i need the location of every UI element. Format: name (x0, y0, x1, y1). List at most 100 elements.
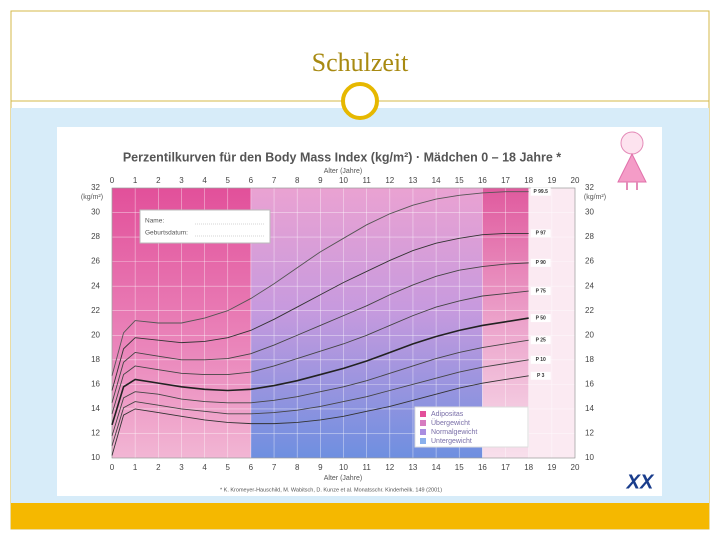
girl-icon (617, 131, 647, 190)
percentile-line (111, 262, 529, 403)
line-label: P 10 (536, 357, 546, 363)
y-tick-label: 24 (91, 281, 100, 290)
line-label: P 50 (536, 315, 546, 321)
x-tick-label: 3 (179, 176, 184, 185)
x-tick-label: 17 (501, 176, 510, 185)
x-tick-label: 5 (226, 176, 231, 185)
chart-title: Perzentilkurven für den Body Mass Index … (123, 150, 561, 164)
percentile-line (111, 191, 529, 376)
x-tick-label: 4 (202, 176, 207, 185)
x-tick-label: 16 (478, 176, 487, 185)
x-axis-label: Alter (Jahre) (324, 475, 363, 482)
logo: XX (626, 471, 655, 493)
line-label: P 3 (537, 373, 545, 379)
x-tick-label: 2 (156, 463, 161, 472)
footnote: * K. Kromeyer-Hauschild, M. Wabitsch, D.… (220, 487, 442, 493)
y-axis-label: (kg/m²) (81, 194, 103, 201)
y-tick-label: 32 (585, 183, 594, 192)
x-tick-label: 20 (571, 463, 580, 472)
x-tick-label: 7 (272, 463, 277, 472)
line-label-box (530, 371, 551, 380)
plot-border (111, 187, 576, 459)
y-tick-label: 14 (585, 404, 594, 413)
x-tick-label: 5 (226, 463, 231, 472)
legend-swatch (420, 429, 426, 435)
form-box (139, 209, 271, 244)
line-label-box (530, 287, 551, 296)
x-tick-label: 12 (385, 463, 394, 472)
y-tick-label: 30 (585, 208, 594, 217)
x-tick-label: 13 (408, 176, 417, 185)
x-tick-label: 4 (202, 463, 207, 472)
y-tick-label: 22 (91, 306, 100, 315)
y-tick-label: 22 (585, 306, 594, 315)
x-tick-label: 19 (547, 176, 556, 185)
y-tick-label: 26 (585, 257, 594, 266)
x-tick-label: 10 (339, 463, 348, 472)
legend-label: Übergewicht (431, 419, 470, 427)
y-tick-label: 32 (91, 183, 100, 192)
y-tick-label: 28 (91, 232, 100, 241)
legend-box (414, 406, 529, 448)
percentile-line (111, 359, 529, 446)
y-tick-label: 26 (91, 257, 100, 266)
x-tick-label: 10 (339, 176, 348, 185)
x-tick-label: 20 (571, 176, 580, 185)
divider-ring (341, 82, 379, 120)
x-tick-label: 13 (408, 463, 417, 472)
percentile-line (111, 290, 529, 414)
form-field: Name: (145, 218, 164, 225)
x-tick-label: 18 (524, 176, 533, 185)
y-tick-label: 28 (585, 232, 594, 241)
x-tick-label: 7 (272, 176, 277, 185)
y-tick-label: 24 (585, 281, 594, 290)
line-label-box (530, 336, 551, 345)
percentile-line (111, 317, 529, 426)
x-tick-label: 3 (179, 463, 184, 472)
x-axis-label: Alter (Jahre) (324, 168, 363, 175)
y-tick-label: 12 (91, 429, 100, 438)
y-tick-label: 10 (91, 453, 100, 462)
x-tick-label: 16 (478, 463, 487, 472)
legend-swatch (420, 411, 426, 417)
form-field: Geburtsdatum: (145, 230, 188, 237)
x-tick-label: 11 (362, 176, 371, 185)
x-tick-label: 9 (318, 176, 323, 185)
y-tick-label: 12 (585, 429, 594, 438)
svg-text:XX: XX (626, 471, 655, 493)
footer-bar (11, 503, 709, 529)
line-label: P 75 (536, 288, 546, 294)
x-tick-label: 6 (249, 463, 254, 472)
x-tick-label: 0 (110, 463, 115, 472)
legend-label: Untergewicht (431, 438, 472, 445)
y-tick-label: 14 (91, 404, 100, 413)
x-tick-label: 18 (524, 463, 533, 472)
x-tick-label: 6 (249, 176, 254, 185)
y-tick-label: 20 (585, 330, 594, 339)
line-label-box (530, 187, 551, 196)
line-label: P 97 (536, 231, 546, 237)
x-tick-label: 2 (156, 176, 161, 185)
y-tick-label: 16 (585, 379, 594, 388)
line-label-box (530, 258, 551, 267)
x-tick-label: 17 (501, 463, 510, 472)
x-tick-label: 12 (385, 176, 394, 185)
line-label: P 90 (536, 260, 546, 266)
x-tick-label: 15 (455, 463, 464, 472)
x-tick-label: 15 (455, 176, 464, 185)
line-label-box (530, 229, 551, 238)
x-tick-label: 9 (318, 463, 323, 472)
line-label: P 25 (536, 338, 546, 344)
x-tick-label: 8 (295, 463, 300, 472)
x-tick-label: 0 (110, 176, 115, 185)
y-tick-label: 16 (91, 379, 100, 388)
percentile-line (111, 375, 529, 456)
y-tick-label: 18 (585, 355, 594, 364)
x-tick-label: 14 (432, 176, 441, 185)
legend-label: Normalgewicht (431, 429, 477, 436)
x-tick-label: 11 (362, 463, 371, 472)
line-label-box (530, 355, 551, 364)
y-tick-label: 30 (91, 208, 100, 217)
legend-swatch (420, 420, 426, 426)
